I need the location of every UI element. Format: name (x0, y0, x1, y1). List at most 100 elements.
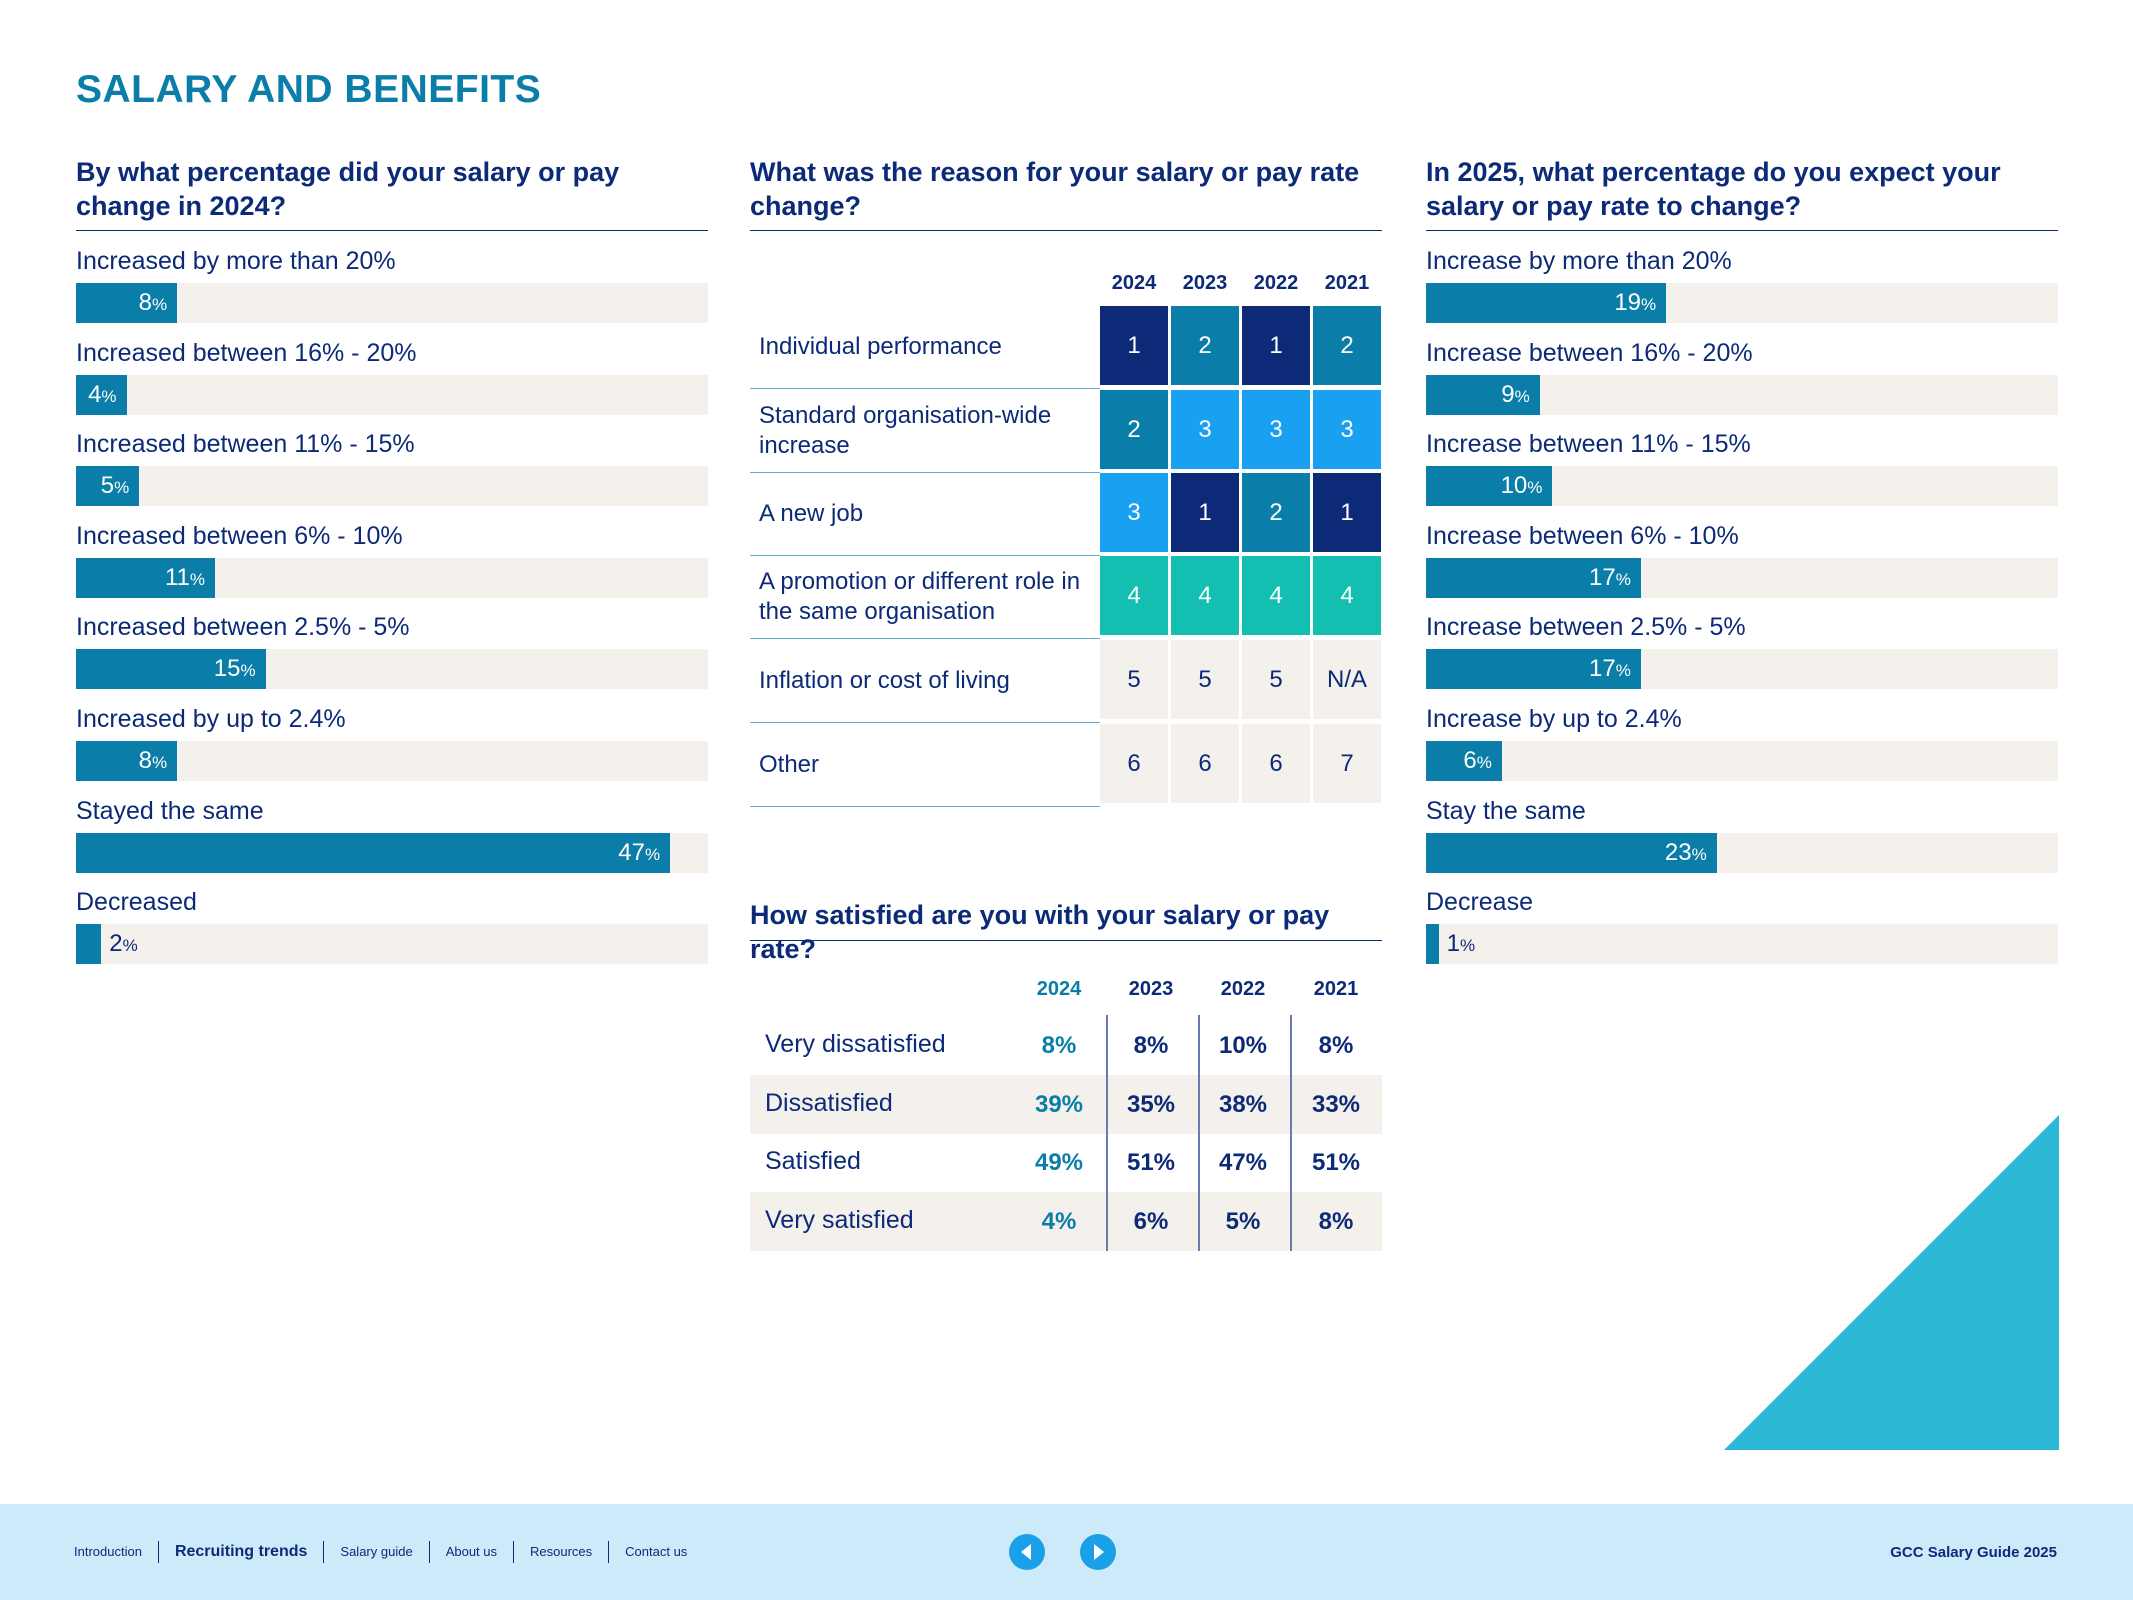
satisfaction-value: 5% (1225, 1208, 1261, 1235)
salary-change-2024-value-label: 11% (164, 563, 206, 591)
reason-year-header: 2024 (1111, 272, 1157, 294)
salary-change-2024-label: Increased between 16% - 20% (76, 338, 417, 367)
reason-rank-cell: N/A (1313, 640, 1381, 719)
corner-triangle-decoration (1724, 1115, 2059, 1450)
reason-row-label: A new job (750, 473, 1100, 556)
nav-introduction[interactable]: Introduction (74, 1544, 142, 1559)
satisfaction-year-header: 2022 (1220, 978, 1266, 1000)
satisfaction-value: 51% (1126, 1149, 1176, 1176)
salary-change-2024-item: Decreased 2% (76, 888, 708, 979)
satisfaction-row: Very dissatisfied 8% 8% 10% 8% (750, 1016, 1382, 1075)
salary-change-2024-value-label: 8% (138, 747, 168, 774)
reason-row-label: A promotion or different role in the sam… (750, 556, 1100, 639)
reason-rank-cell: 3 (1100, 473, 1168, 552)
reason-rank-cell: 6 (1100, 724, 1168, 803)
expected-change-2025-title: In 2025, what percentage do you expect y… (1426, 155, 2058, 231)
salary-change-2024-track: 8% (76, 741, 708, 781)
expected-change-2025-bar (1426, 649, 1641, 690)
nav-contact-us[interactable]: Contact us (608, 1541, 703, 1563)
prev-page-button[interactable] (1009, 1534, 1045, 1570)
salary-change-2024-label: Stayed the same (76, 796, 264, 825)
satisfaction-value: 47% (1218, 1149, 1268, 1176)
satisfaction-value: 35% (1126, 1091, 1176, 1118)
expected-change-2025-label: Stay the same (1426, 796, 1586, 825)
expected-change-2025-item: Increase between 11% - 15% 10% (1426, 430, 2058, 521)
reason-rank-cell: 3 (1242, 390, 1310, 469)
salary-change-2024-value-label: 47% (618, 838, 661, 866)
footer-nav: Introduction Recruiting trends Salary gu… (74, 1541, 703, 1563)
salary-change-2024-item: Increased between 11% - 15% 5% (76, 430, 708, 521)
reason-rank-cell: 5 (1100, 640, 1168, 719)
salary-change-2024-track: 8% (76, 283, 708, 323)
expected-change-2025-bar (1426, 832, 1717, 873)
salary-change-2024-value-label: 15% (213, 655, 256, 683)
expected-change-2025-track: 1% (1426, 924, 2058, 965)
reason-rank-cell: 2 (1313, 306, 1381, 385)
reason-row-label: Other (750, 724, 1100, 807)
satisfaction-row-label: Very satisfied (765, 1206, 914, 1234)
expected-change-2025-track: 6% (1426, 741, 2058, 781)
expected-change-2025-value-label: 17% (1589, 655, 1631, 683)
nav-recruiting-trends[interactable]: Recruiting trends (157, 1541, 323, 1563)
reason-rank-cell: 1 (1242, 306, 1310, 385)
expected-change-2025-label: Increase by up to 2.4% (1426, 705, 1682, 733)
reason-rank-cell: 3 (1171, 390, 1239, 469)
salary-change-2024-label: Decreased (76, 888, 197, 917)
satisfaction-row-label: Dissatisfied (765, 1089, 893, 1117)
expected-change-2025-label: Increase between 16% - 20% (1426, 338, 1753, 367)
salary-change-2024-value-label: 2% (109, 930, 138, 958)
salary-change-2024-value-label: 5% (100, 472, 130, 500)
expected-change-2025-track: 10% (1426, 466, 2058, 507)
expected-change-2025-bar (1426, 741, 1502, 781)
page-title: SALARY AND BENEFITS (76, 68, 542, 111)
reason-year-header: 2021 (1324, 272, 1370, 294)
reason-rank-cell: 6 (1242, 724, 1310, 803)
expected-change-2025-track: 19% (1426, 283, 2058, 323)
change-reason-title: What was the reason for your salary or p… (750, 155, 1382, 231)
satisfaction-column-divider (1198, 1015, 1200, 1251)
reason-rank-cell: 4 (1242, 556, 1310, 635)
nav-about-us[interactable]: About us (428, 1541, 513, 1563)
satisfaction-row: Very satisfied 4% 6% 5% 8% (750, 1192, 1382, 1251)
salary-change-2024-label: Increased by up to 2.4% (76, 705, 346, 733)
reason-rank-cell: 5 (1242, 640, 1310, 719)
salary-change-2024-item: Stayed the same 47% (76, 797, 708, 888)
satisfaction-value: 10% (1218, 1032, 1268, 1059)
expected-change-2025-item: Increase by more than 20% 19% (1426, 247, 2058, 338)
reason-year-header: 2023 (1182, 272, 1228, 294)
expected-change-2025-bar (1426, 374, 1540, 415)
satisfaction-row-label: Very dissatisfied (765, 1030, 946, 1058)
expected-change-2025-item: Increase between 6% - 10% 17% (1426, 522, 2058, 613)
salary-change-2024-track: 15% (76, 649, 708, 690)
satisfaction-row: Satisfied 49% 51% 47% 51% (750, 1133, 1382, 1192)
satisfaction-column-divider (1290, 1015, 1292, 1251)
satisfaction-year-header: 2024 (1036, 978, 1082, 1000)
expected-change-2025-value-label: 23% (1664, 838, 1707, 866)
footer: Introduction Recruiting trends Salary gu… (0, 1504, 2133, 1600)
salary-change-2024-item: Increased by more than 20% 8% (76, 247, 708, 338)
next-page-button[interactable] (1080, 1534, 1116, 1570)
reason-row-label: Individual performance (750, 306, 1100, 389)
satisfaction-year-header: 2021 (1313, 978, 1359, 1000)
salary-change-2024-track: 4% (76, 374, 708, 415)
satisfaction-value: 38% (1218, 1091, 1268, 1118)
expected-change-2025-track: 23% (1426, 832, 2058, 873)
expected-change-2025-value-label: 19% (1614, 289, 1657, 316)
arrow-right-icon (1094, 1544, 1104, 1560)
salary-change-2024-bar (76, 741, 178, 781)
salary-change-2024-item: Increased between 6% - 10% 11% (76, 522, 708, 613)
expected-change-2025-label: Increase by more than 20% (1426, 247, 1732, 275)
salary-change-2024-bar (76, 374, 127, 415)
reason-rank-cell: 5 (1171, 640, 1239, 719)
salary-change-2024-label: Increased between 11% - 15% (76, 430, 415, 459)
satisfaction-value: 8% (1133, 1032, 1169, 1059)
salary-change-2024-item: Increased between 16% - 20% 4% (76, 339, 708, 430)
expected-change-2025-value-label: 6% (1463, 747, 1492, 774)
satisfaction-column-divider (1106, 1015, 1108, 1251)
salary-change-2024-bar (76, 832, 671, 873)
reason-rank-cell: 3 (1313, 390, 1381, 469)
nav-resources[interactable]: Resources (513, 1541, 608, 1563)
salary-change-2024-bar (76, 649, 266, 690)
nav-salary-guide[interactable]: Salary guide (323, 1541, 428, 1563)
reason-rank-cell: 4 (1313, 556, 1381, 635)
